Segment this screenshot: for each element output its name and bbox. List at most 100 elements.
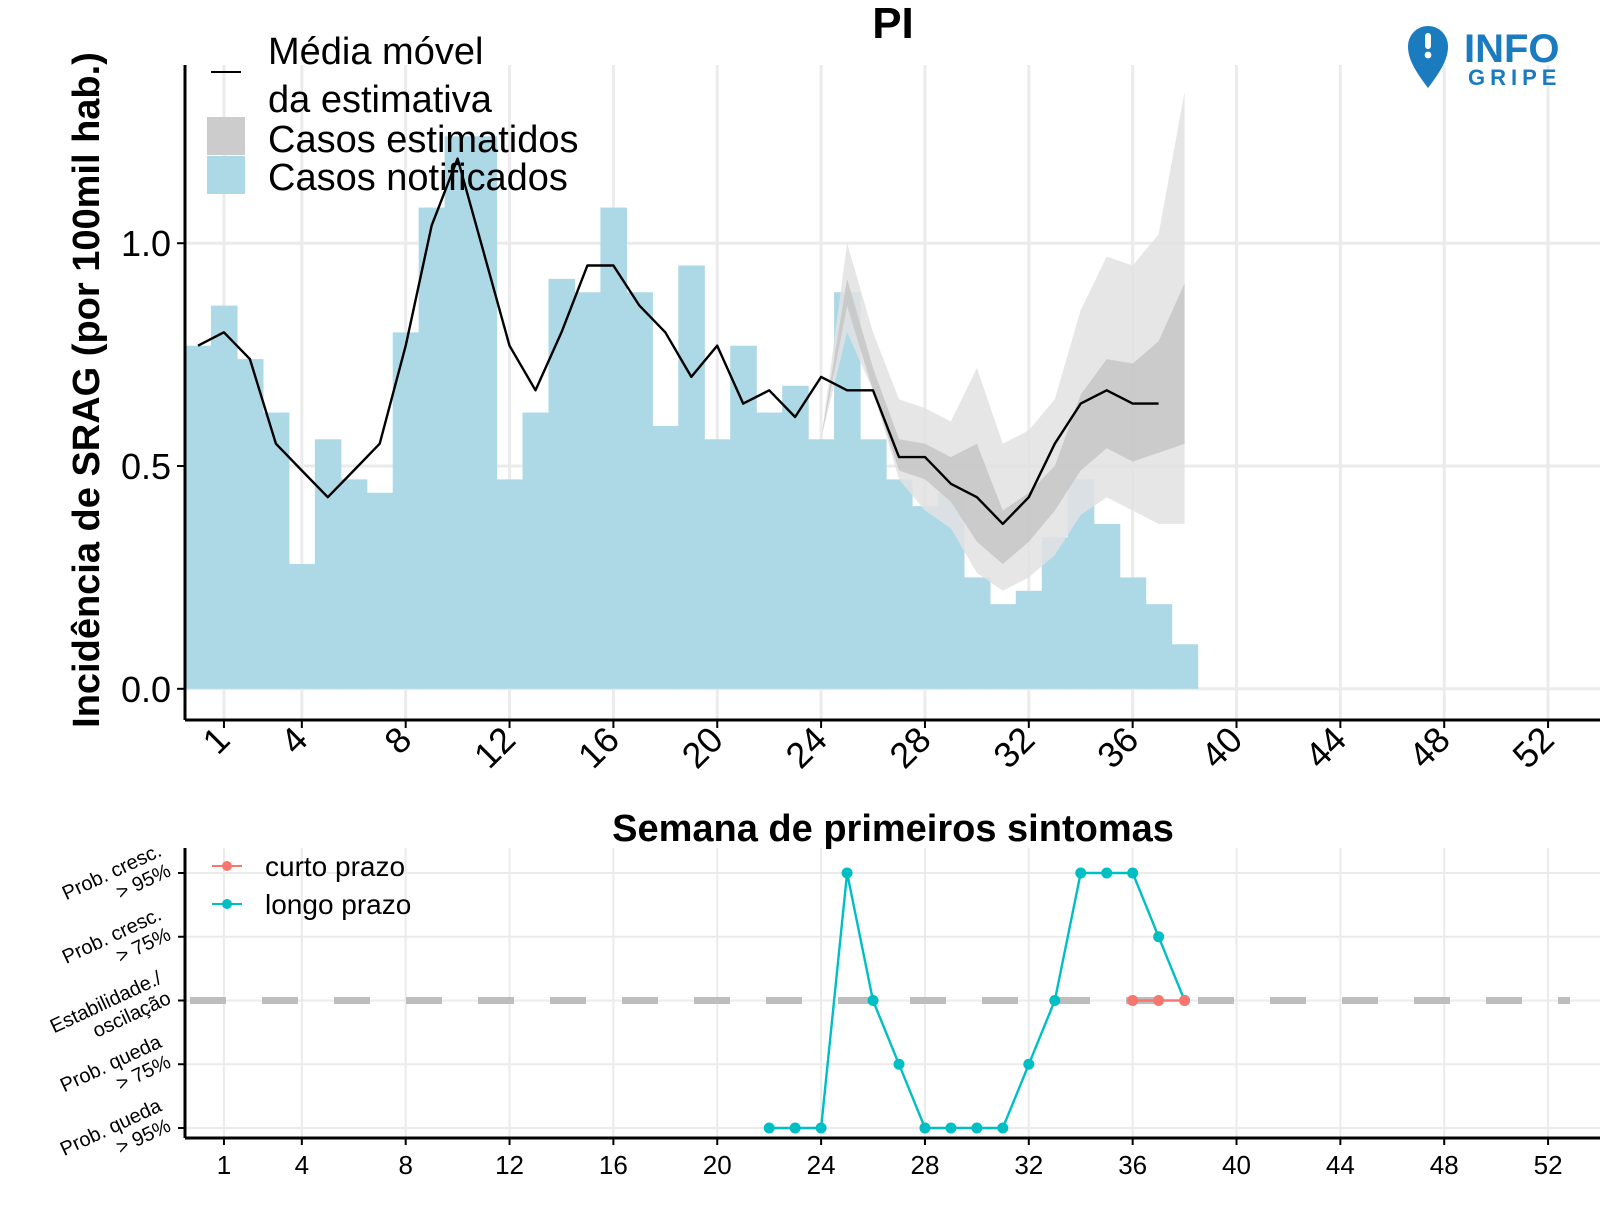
moving-average-line — [197, 157, 1159, 526]
notified-bar — [340, 479, 368, 689]
notified-bar — [756, 412, 783, 689]
notified-bar — [314, 439, 342, 689]
x-tick-label: 8 — [398, 1150, 412, 1180]
trend-point — [763, 1122, 775, 1134]
legend-moving-average-line2: da estimativa — [268, 79, 493, 121]
notified-bar — [236, 359, 264, 689]
bottom-chart-axes — [178, 848, 1600, 1145]
legend-moving-average-line1: Média móvel — [268, 31, 483, 73]
x-axis-title: Semana de primeiros sintomas — [612, 808, 1174, 850]
trend-point — [945, 1122, 957, 1134]
trend-point — [919, 1122, 931, 1134]
legend-estimated-cases: Casos estimatidos — [268, 119, 578, 161]
notified-bar — [1145, 604, 1173, 689]
notified-bar — [911, 506, 939, 689]
trend-point — [815, 1122, 827, 1134]
y-axis-title: Incidência de SRAG (por 100mil hab.) — [66, 52, 108, 728]
notified-bar — [860, 439, 887, 689]
notified-bar — [1119, 577, 1147, 689]
notified-bar — [989, 604, 1017, 689]
legend-ribbon-swatch — [207, 117, 245, 155]
legend-long-term-swatch-dot — [222, 899, 232, 909]
estimated-cases-ribbons — [821, 91, 1185, 591]
x-tick-label: 4 — [272, 719, 315, 762]
x-tick-label: 48 — [1430, 1150, 1459, 1180]
x-tick-label: 40 — [1193, 719, 1250, 776]
notified-bar — [678, 265, 705, 689]
legend-long-term-label: longo prazo — [265, 889, 411, 920]
notified-bar — [626, 292, 653, 689]
x-tick-label: 48 — [1401, 719, 1458, 776]
trend-point — [971, 1122, 983, 1134]
notified-bar — [522, 412, 550, 689]
x-tick-label: 52 — [1504, 719, 1561, 776]
notified-bar — [730, 345, 757, 689]
x-tick-label: 12 — [466, 719, 523, 776]
exclamation-dot-icon — [1424, 51, 1432, 59]
x-tick-label: 44 — [1297, 719, 1354, 776]
trend-point — [997, 1122, 1009, 1134]
x-tick-label: 20 — [703, 1150, 732, 1180]
x-tick-label: 4 — [295, 1150, 309, 1180]
trend-point — [1127, 995, 1139, 1006]
notified-bar — [574, 292, 602, 689]
x-tick-label: 1 — [217, 1150, 231, 1180]
x-tick-label: 20 — [674, 719, 731, 776]
y-tick-label: 1.0 — [121, 223, 171, 264]
y-tick-label: 0.0 — [121, 669, 171, 710]
x-tick-label: 16 — [570, 719, 627, 776]
notified-bar — [1171, 644, 1199, 689]
notified-bar — [1093, 523, 1121, 689]
notified-bar — [418, 207, 446, 689]
trend-point — [867, 995, 879, 1006]
trend-point — [893, 1058, 905, 1070]
notified-bar — [470, 136, 498, 689]
trend-point — [1101, 867, 1113, 879]
notified-bar — [210, 305, 238, 689]
x-tick-label: 12 — [495, 1150, 524, 1180]
infogripe-logo: INFO GRIPE — [1408, 26, 1561, 90]
notified-bar — [1015, 590, 1043, 689]
legend-notified-cases: Casos notificados — [268, 157, 568, 199]
top-legend: Média móvel da estimativa Casos estimati… — [207, 31, 578, 199]
bottom-legend: curto prazo longo prazo — [212, 851, 411, 920]
bottom-chart-y-tick-labels: Prob. queda> 95%Prob. queda> 75%Estabili… — [47, 840, 175, 1161]
top-chart-axes — [177, 65, 1600, 728]
x-tick-label: 24 — [777, 719, 834, 776]
x-tick-label: 16 — [599, 1150, 628, 1180]
chart-title: PI — [872, 0, 914, 48]
x-tick-label: 36 — [1089, 719, 1146, 776]
trend-point — [1153, 995, 1165, 1006]
legend-short-term-label: curto prazo — [265, 851, 405, 882]
trend-point — [789, 1122, 801, 1134]
trend-point — [1127, 867, 1139, 879]
x-tick-label: 24 — [807, 1150, 836, 1180]
trend-point — [841, 867, 853, 879]
notified-bar — [782, 385, 809, 689]
trend-point — [1153, 931, 1165, 943]
notified-bar — [548, 278, 576, 689]
x-tick-label: 1 — [194, 719, 237, 762]
trend-point — [1049, 995, 1061, 1006]
notified-bar — [392, 332, 420, 689]
notified-bar — [886, 479, 913, 689]
legend-bar-swatch — [207, 156, 245, 194]
y-tick-label: 0.5 — [121, 446, 171, 487]
x-tick-label: 28 — [910, 1150, 939, 1180]
notified-bar — [704, 439, 731, 689]
notified-bar — [366, 492, 394, 689]
x-tick-label: 28 — [881, 719, 938, 776]
notified-bar — [262, 412, 290, 689]
x-tick-label: 36 — [1118, 1150, 1147, 1180]
trend-point — [1075, 867, 1087, 879]
notified-bar — [444, 136, 472, 689]
x-tick-label: 40 — [1222, 1150, 1251, 1180]
notified-bar — [288, 564, 316, 689]
exclamation-mark-icon — [1425, 33, 1431, 49]
logo-text-gripe: GRIPE — [1468, 65, 1561, 90]
x-tick-label: 32 — [985, 719, 1042, 776]
logo-text-info: INFO — [1464, 27, 1560, 71]
trend-series — [763, 867, 1191, 1134]
